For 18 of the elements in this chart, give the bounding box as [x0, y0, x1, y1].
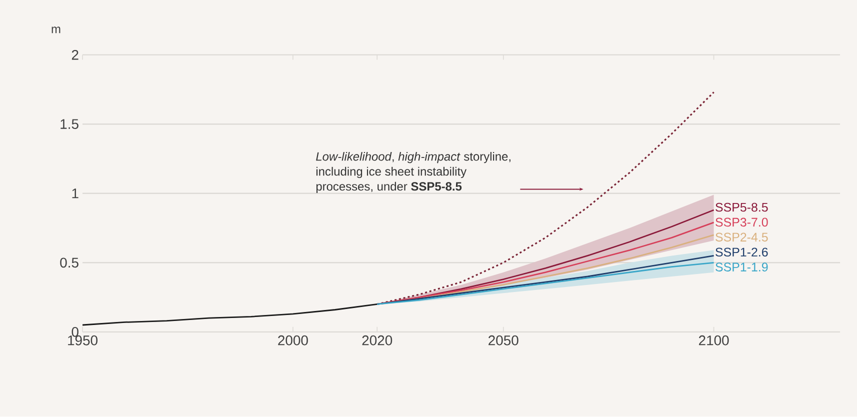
annotation: Low-likelihood, high-impact storyline, including ice sheet instability processes, under SSP5-8.5	[316, 152, 510, 194]
y-tick-label: 2	[72, 50, 78, 60]
series-label: SSP1-2.6	[716, 248, 768, 257]
x-tick-label: 1950	[68, 336, 98, 346]
x-tick-label: 2000	[278, 336, 308, 346]
y-tick-label: 0.5	[60, 258, 78, 268]
x-tick-label: 2020	[362, 336, 392, 346]
y-axis-title: m	[52, 26, 60, 34]
y-tick-label: 0	[72, 327, 78, 338]
series-label: SSP2-4.5	[716, 232, 768, 242]
x-tick-label: 2050	[488, 336, 518, 346]
line-series	[82, 304, 378, 326]
x-tick-label: 2100	[698, 336, 729, 346]
series-label: SSP5-8.5	[716, 203, 768, 212]
y-tick-label: 1.5	[60, 119, 78, 130]
series-label: SSP1-1.9	[716, 262, 768, 272]
y-tick-label: 1	[72, 188, 78, 198]
series-label: SSP3-7.0	[716, 218, 768, 227]
